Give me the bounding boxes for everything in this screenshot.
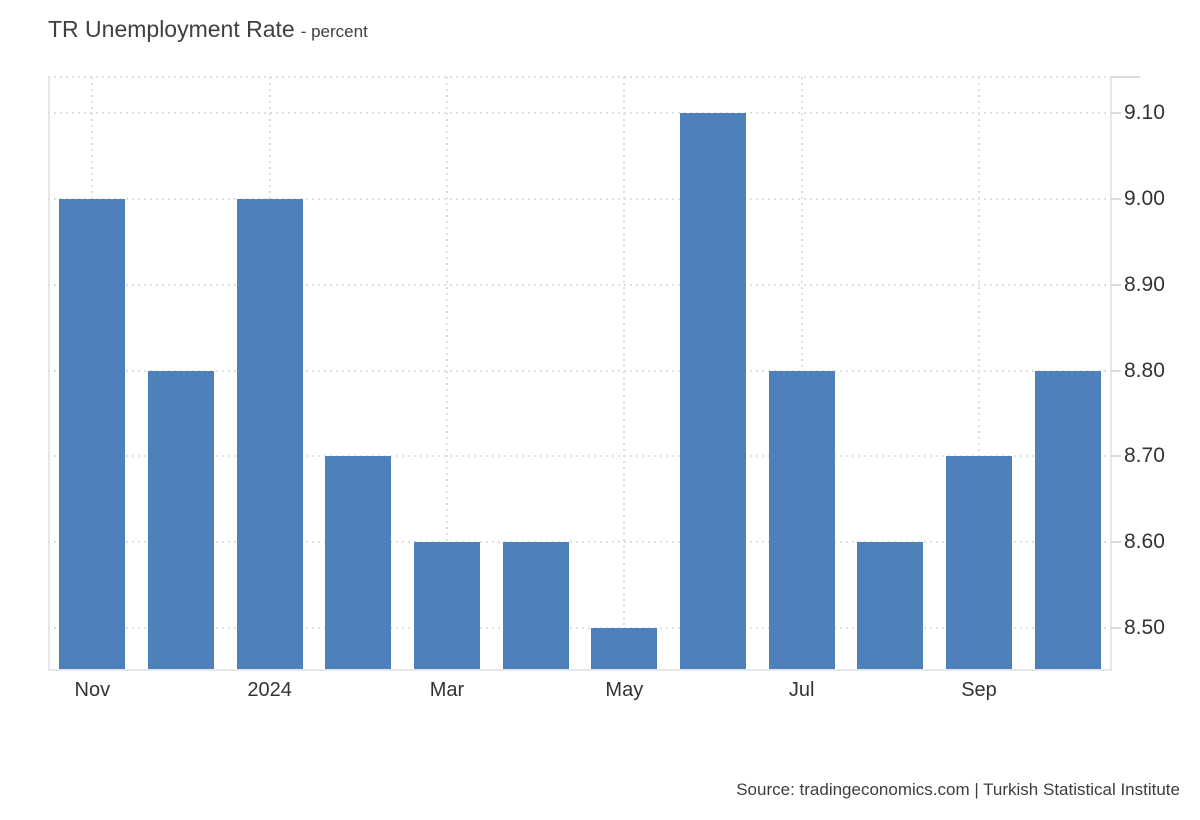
chart-subtitle: - percent [300, 22, 368, 41]
y-axis-label: 8.80 [1124, 358, 1165, 382]
y-axis-label: 8.60 [1124, 530, 1165, 554]
y-axis-label: 8.70 [1124, 444, 1165, 468]
y-gridline [48, 197, 1112, 200]
plot-left-border [48, 77, 50, 671]
x-axis-label: Jul [788, 679, 815, 701]
y-axis-label: 9.00 [1124, 186, 1165, 210]
bar-chart[interactable]: 8.50 8.60 8.70 8.80 8.90 9.00 9.10 Nov 2024 Mar Ma… [0, 0, 1200, 745]
y-axis-tick [1110, 283, 1121, 286]
x-axis-label: Sep [961, 679, 997, 701]
plot-right-border [1110, 77, 1112, 671]
y-axis-label: 8.50 [1124, 616, 1165, 640]
y-axis-label: 9.10 [1124, 101, 1165, 125]
bar-sep-2024[interactable] [946, 456, 1012, 669]
bar-jul-2024[interactable] [768, 370, 835, 669]
x-axis-label: 2024 [247, 679, 292, 701]
bar-jan-2024[interactable] [236, 198, 303, 669]
bar-mar-2024[interactable] [414, 542, 480, 669]
plot-top-border [48, 76, 1112, 78]
chart-header: TR Unemployment Rate - percent [48, 16, 368, 43]
y-axis-tick [1110, 541, 1121, 544]
y-axis-tick [1110, 627, 1121, 630]
bar-feb-2024[interactable] [325, 456, 392, 669]
y-axis-tick [1110, 455, 1121, 458]
bar-may-2024[interactable] [591, 628, 658, 669]
x-axis-label: Nov [74, 679, 111, 701]
x-axis-label: Mar [429, 679, 465, 701]
y-axis-tick [1110, 197, 1121, 200]
bar-apr-2024[interactable] [502, 542, 569, 669]
bar-jun-2024[interactable] [680, 113, 746, 669]
source-attribution: Source: tradingeconomics.com | Turkish S… [736, 780, 1180, 799]
y-axis-label: 8.90 [1124, 272, 1165, 296]
bar-oct-2024[interactable] [1034, 370, 1101, 669]
y-gridline [48, 112, 1112, 115]
bar-dec-2023[interactable] [148, 370, 214, 669]
y-axis-tick [1110, 369, 1121, 372]
bar-aug-2024[interactable] [857, 542, 924, 669]
x-axis-label: May [605, 679, 644, 701]
chart-title: TR Unemployment Rate [48, 16, 295, 42]
y-axis-top-tick [1110, 76, 1140, 78]
x-gridline [623, 77, 626, 669]
plot-bottom-border [48, 669, 1112, 671]
bar-nov-2023[interactable] [59, 198, 126, 669]
y-gridline [48, 283, 1112, 286]
y-axis-tick [1110, 112, 1121, 115]
